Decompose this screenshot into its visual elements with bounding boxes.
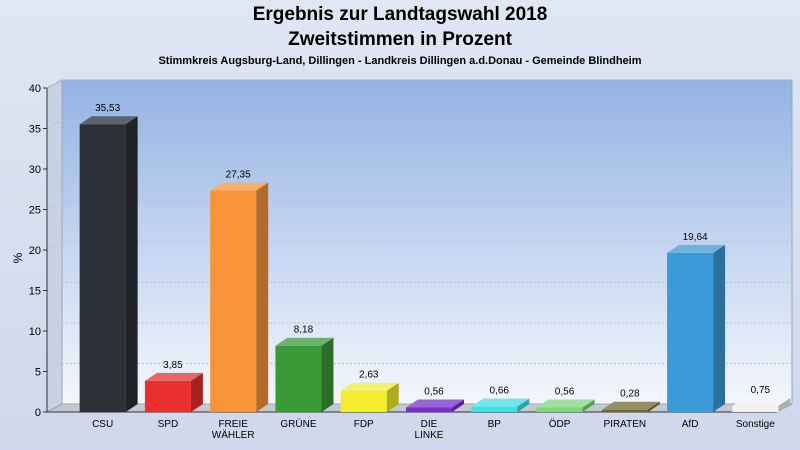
x-tick-label: ÖDP [549, 418, 571, 430]
bar-top [601, 401, 660, 410]
bar-value-label: 0,66 [490, 386, 510, 397]
chart-title-line2: Zweitstimmen in Prozent [288, 29, 512, 50]
bar-front [340, 390, 387, 412]
bar-front [667, 252, 714, 412]
bar-side [452, 399, 464, 412]
y-tick-label: 10 [29, 326, 41, 338]
bar [601, 401, 660, 412]
bar [340, 382, 399, 412]
bar-side [582, 399, 595, 412]
bar [210, 182, 269, 412]
bar-value-label: 27,35 [226, 169, 251, 180]
x-tick-label: WÄHLER [212, 429, 255, 441]
bar-side [517, 398, 530, 412]
bar-value-label: 2,63 [359, 370, 379, 381]
bar-side [778, 397, 791, 412]
bar [406, 399, 464, 412]
bar-front [536, 407, 583, 412]
bar-top [732, 397, 791, 406]
x-tick-label: LINKE [415, 430, 444, 441]
bar-front [210, 190, 257, 412]
bar [471, 398, 530, 412]
y-tick-label: 25 [29, 205, 41, 217]
bar-value-label: 19,64 [683, 232, 708, 243]
gridline [46, 160, 63, 170]
bar-side [125, 116, 138, 412]
y-tick-label: 5 [35, 367, 41, 379]
bar-front [471, 406, 518, 412]
bar-front [732, 405, 779, 412]
x-tick-label: FREIE [218, 419, 248, 430]
y-tick-label: 20 [29, 245, 41, 257]
bar-front [144, 380, 191, 412]
bar-top [667, 244, 726, 253]
y-tick-label: 30 [29, 164, 41, 176]
bar-top [536, 399, 595, 408]
bar-front [275, 345, 322, 412]
y-axis-label: % [11, 252, 25, 263]
bar-front [79, 124, 126, 412]
bar-value-label: 3,85 [163, 360, 183, 371]
x-tick-label: PIRATEN [604, 419, 647, 430]
bar [79, 116, 138, 412]
bar [667, 244, 726, 412]
gridline [46, 322, 63, 332]
bar-top [144, 372, 203, 381]
x-tick-label: CSU [92, 419, 113, 430]
bar-value-label: 0,56 [424, 386, 444, 397]
bar-value-label: 0,28 [620, 389, 640, 400]
chart-subtitle: Stimmkreis Augsburg-Land, Dillingen - La… [158, 55, 642, 67]
gridline [46, 79, 63, 89]
gridline [46, 363, 63, 372]
y-tick-label: 0 [35, 407, 41, 419]
bar-value-label: 0,75 [751, 385, 771, 396]
bar-side [386, 382, 399, 412]
bar-front [601, 409, 648, 412]
bar-value-label: 8,18 [294, 325, 314, 336]
y-tick-label: 35 [29, 124, 41, 136]
bar-top [471, 398, 530, 407]
bar-top [275, 337, 334, 346]
x-tick-label: AfD [682, 419, 699, 430]
x-tick-label: BP [488, 419, 502, 430]
bar-top [210, 182, 269, 191]
bar-side [713, 244, 726, 412]
gridline [46, 120, 63, 129]
bar-side [647, 401, 660, 412]
bar-top [406, 399, 464, 408]
gridline [46, 241, 63, 251]
x-tick-label: GRÜNE [280, 418, 316, 430]
bar-value-label: 35,53 [95, 103, 120, 114]
gridline [46, 201, 63, 210]
bar-side [256, 182, 269, 412]
x-tick-label: DIE [421, 419, 438, 430]
bar-top [79, 116, 138, 125]
x-tick-label: FDP [354, 419, 374, 430]
gridline [46, 282, 63, 291]
bar-value-label: 0,56 [555, 386, 575, 397]
bar [732, 397, 791, 412]
bar-side [190, 372, 203, 412]
chart-title: Ergebnis zur Landtagswahl 2018 [252, 4, 548, 25]
y-tick-label: 15 [29, 286, 41, 298]
x-tick-label: Sonstige [736, 419, 775, 430]
bar-front [406, 407, 452, 412]
bar-side [321, 337, 334, 412]
y-tick-label: 40 [29, 83, 41, 95]
bar [144, 372, 203, 412]
bar [536, 399, 595, 412]
bar-top [340, 382, 399, 391]
x-tick-label: SPD [158, 419, 179, 430]
bar [275, 337, 334, 412]
